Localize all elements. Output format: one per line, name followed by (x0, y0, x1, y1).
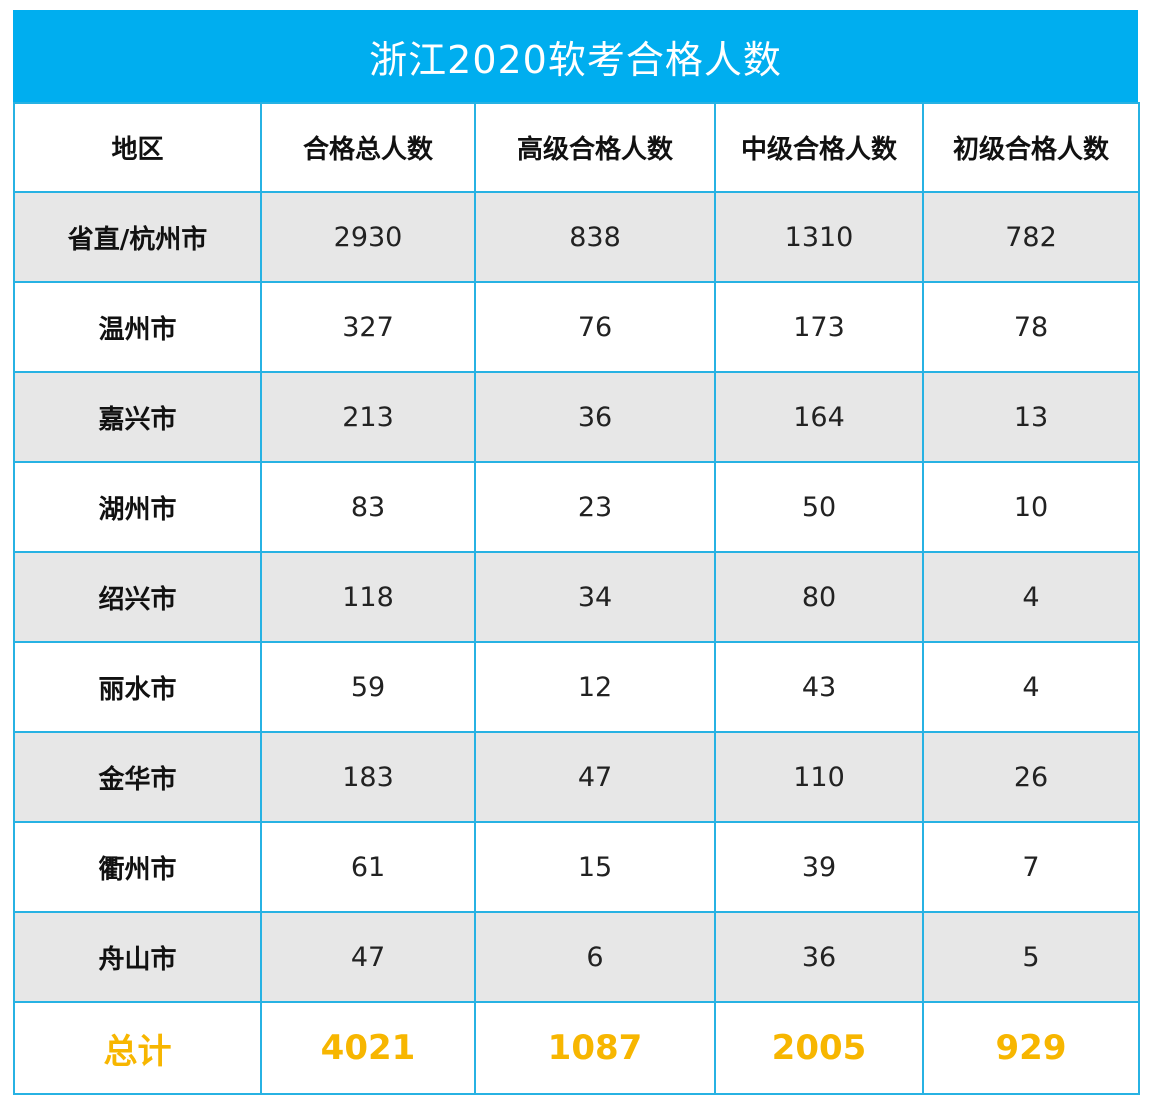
total-cell: 213 (260, 371, 476, 463)
table-row: 湖州市 83 23 50 10 (13, 461, 1140, 553)
region-cell: 嘉兴市 (13, 371, 262, 463)
middle-cell: 1310 (714, 191, 924, 283)
pass-count-table: 地区 合格总人数 高级合格人数 中级合格人数 初级合格人数 省直/杭州市 293… (13, 102, 1140, 1095)
middle-cell: 110 (714, 731, 924, 823)
middle-cell: 43 (714, 641, 924, 733)
region-cell: 湖州市 (13, 461, 262, 553)
senior-cell: 6 (474, 911, 716, 1003)
table-row: 嘉兴市 213 36 164 13 (13, 371, 1140, 463)
total-cell: 61 (260, 821, 476, 913)
total-cell: 47 (260, 911, 476, 1003)
header-junior: 初级合格人数 (922, 102, 1140, 193)
senior-cell: 838 (474, 191, 716, 283)
header-middle: 中级合格人数 (714, 102, 924, 193)
total-cell: 83 (260, 461, 476, 553)
region-cell: 温州市 (13, 281, 262, 373)
table-row: 温州市 327 76 173 78 (13, 281, 1140, 373)
table-row: 绍兴市 118 34 80 4 (13, 551, 1140, 643)
table-container: 浙江2020软考合格人数 地区 合格总人数 高级合格人数 中级合格人数 初级合格… (13, 10, 1140, 1095)
senior-cell: 36 (474, 371, 716, 463)
middle-cell: 164 (714, 371, 924, 463)
table-row: 舟山市 47 6 36 5 (13, 911, 1140, 1003)
table-row: 金华市 183 47 110 26 (13, 731, 1140, 823)
senior-cell: 76 (474, 281, 716, 373)
summary-junior: 929 (922, 1001, 1140, 1095)
header-total: 合格总人数 (260, 102, 476, 193)
middle-cell: 39 (714, 821, 924, 913)
junior-cell: 4 (922, 641, 1140, 733)
region-cell: 省直/杭州市 (13, 191, 262, 283)
senior-cell: 12 (474, 641, 716, 733)
senior-cell: 34 (474, 551, 716, 643)
header-region: 地区 (13, 102, 262, 193)
junior-cell: 10 (922, 461, 1140, 553)
total-cell: 327 (260, 281, 476, 373)
total-cell: 183 (260, 731, 476, 823)
junior-cell: 26 (922, 731, 1140, 823)
region-cell: 绍兴市 (13, 551, 262, 643)
table-title: 浙江2020软考合格人数 (13, 10, 1138, 102)
table-row: 省直/杭州市 2930 838 1310 782 (13, 191, 1140, 283)
senior-cell: 15 (474, 821, 716, 913)
junior-cell: 5 (922, 911, 1140, 1003)
summary-total: 4021 (260, 1001, 476, 1095)
summary-middle: 2005 (714, 1001, 924, 1095)
total-cell: 2930 (260, 191, 476, 283)
junior-cell: 13 (922, 371, 1140, 463)
region-cell: 金华市 (13, 731, 262, 823)
middle-cell: 50 (714, 461, 924, 553)
junior-cell: 7 (922, 821, 1140, 913)
table-row: 丽水市 59 12 43 4 (13, 641, 1140, 733)
table-row: 衢州市 61 15 39 7 (13, 821, 1140, 913)
middle-cell: 173 (714, 281, 924, 373)
junior-cell: 4 (922, 551, 1140, 643)
middle-cell: 80 (714, 551, 924, 643)
summary-senior: 1087 (474, 1001, 716, 1095)
region-cell: 舟山市 (13, 911, 262, 1003)
region-cell: 衢州市 (13, 821, 262, 913)
region-cell: 丽水市 (13, 641, 262, 733)
header-senior: 高级合格人数 (474, 102, 716, 193)
senior-cell: 47 (474, 731, 716, 823)
total-cell: 118 (260, 551, 476, 643)
total-cell: 59 (260, 641, 476, 733)
summary-row: 总计 4021 1087 2005 929 (13, 1001, 1140, 1095)
summary-label: 总计 (13, 1001, 262, 1095)
junior-cell: 782 (922, 191, 1140, 283)
senior-cell: 23 (474, 461, 716, 553)
header-row: 地区 合格总人数 高级合格人数 中级合格人数 初级合格人数 (13, 102, 1140, 193)
middle-cell: 36 (714, 911, 924, 1003)
junior-cell: 78 (922, 281, 1140, 373)
